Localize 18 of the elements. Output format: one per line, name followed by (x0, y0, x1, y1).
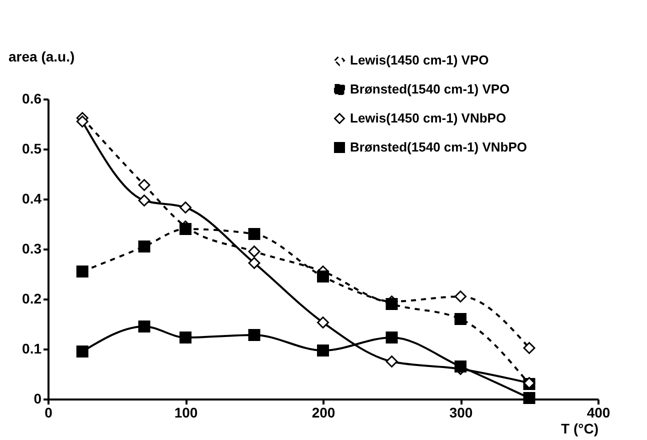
y-tick-label: 0.3 (22, 240, 42, 256)
y-tick-label: 0.2 (22, 290, 42, 306)
legend-label: Brønsted(1540 cm-1) VPO (350, 82, 510, 96)
legend-label: Lewis(1450 cm-1) VNbPO (350, 110, 506, 126)
x-tick-label: 200 (312, 404, 336, 420)
y-axis-title: area (a.u.) (8, 48, 75, 64)
x-axis-title: T (°C) (561, 420, 598, 436)
legend-label: Lewis(1450 cm-1) VPO (350, 52, 489, 68)
y-tick-label: 0.1 (22, 340, 42, 356)
y-tick-label: 0.6 (22, 90, 42, 106)
y-tick-label: 0 (34, 390, 42, 406)
x-tick-label: 400 (586, 404, 610, 420)
legend-label: Brønsted(1540 cm-1) VNbPO (350, 140, 527, 154)
y-tick-label: 0.4 (22, 190, 42, 206)
y-tick-label: 0.5 (22, 140, 42, 156)
x-tick-label: 100 (174, 404, 198, 420)
x-tick-label: 300 (449, 404, 473, 420)
x-tick-label: 0 (44, 404, 53, 420)
